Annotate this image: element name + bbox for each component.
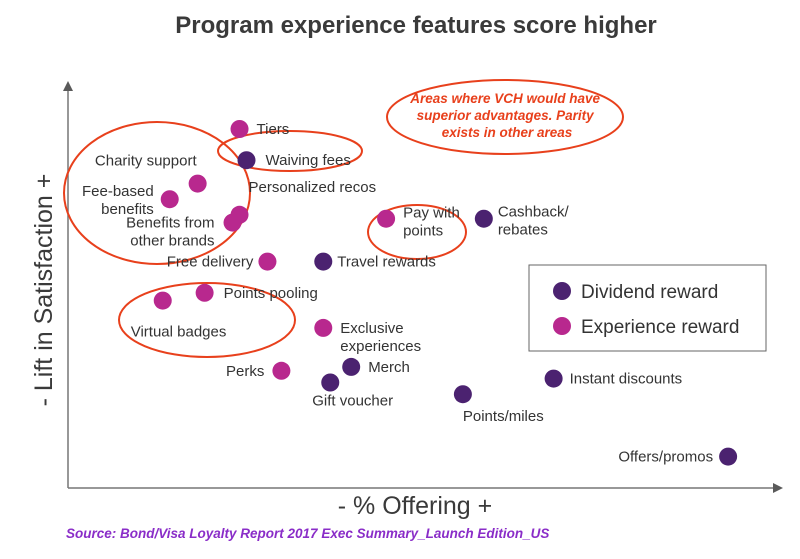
point-instant-discounts bbox=[544, 369, 563, 388]
label-gift-voucher: Gift voucher bbox=[312, 393, 393, 410]
label-personalized-recos: Personalized recos bbox=[249, 179, 377, 196]
label-fee-based-benefits: Fee-based benefits bbox=[82, 183, 154, 218]
highlight-ellipse-points-pooling bbox=[118, 282, 296, 358]
label-tiers: Tiers bbox=[257, 121, 290, 138]
point-travel-rewards bbox=[314, 252, 333, 271]
label-perks: Perks bbox=[226, 363, 264, 380]
legend-dividend-marker bbox=[553, 282, 571, 300]
label-points-pooling: Points pooling bbox=[224, 285, 318, 302]
legend: Dividend reward Experience reward bbox=[528, 264, 767, 352]
data-points bbox=[153, 120, 738, 466]
highlight-ellipse-left-cluster bbox=[63, 121, 251, 265]
point-perks bbox=[272, 361, 291, 380]
callout-text: Areas where VCH would have superior adva… bbox=[409, 91, 604, 140]
point-fee-based-benefits bbox=[160, 190, 179, 209]
chart-title: Program experience features score higher bbox=[175, 12, 657, 39]
legend-experience-label: Experience reward bbox=[581, 317, 739, 338]
label-charity-support: Charity support bbox=[95, 153, 198, 170]
x-axis-title: - % Offering + bbox=[338, 492, 492, 520]
highlight-ellipse-callout bbox=[386, 79, 624, 155]
label-travel-rewards: Travel rewards bbox=[337, 254, 436, 271]
point-gift-voucher bbox=[321, 373, 340, 392]
highlight-ellipse-pay-with-points bbox=[367, 204, 467, 260]
point-cashback-rebates bbox=[474, 209, 493, 228]
callout-line-2: superior advantages. Parity bbox=[417, 108, 596, 123]
legend-experience-marker bbox=[553, 317, 571, 335]
point-tiers bbox=[230, 120, 249, 138]
highlight-ellipses bbox=[63, 79, 624, 358]
point-free-delivery bbox=[258, 252, 277, 271]
point-offers-promos bbox=[719, 447, 738, 466]
legend-dividend-label: Dividend reward bbox=[581, 282, 718, 303]
label-waiving-fees: Waiving fees bbox=[266, 152, 351, 169]
point-points-miles bbox=[453, 385, 472, 404]
label-points-miles: Points/miles bbox=[463, 408, 544, 425]
label-exclusive-experiences: Exclusive experiences bbox=[340, 320, 421, 355]
point-pay-with-points bbox=[377, 209, 396, 228]
point-waiving-fees bbox=[237, 151, 256, 170]
label-virtual-badges: Virtual badges bbox=[131, 324, 227, 341]
highlight-ellipse-waiving-fees bbox=[217, 130, 363, 172]
label-benefits-from-other-brands: Benefits from other brands bbox=[126, 215, 214, 250]
label-cashback-rebates: Cashback/rebates bbox=[498, 204, 570, 239]
point-charity-support bbox=[188, 174, 207, 193]
callout-line-1: Areas where VCH would have bbox=[409, 91, 600, 106]
point-benefits-from-other-brands bbox=[223, 213, 242, 232]
point-merch bbox=[342, 357, 361, 376]
point-virtual-badges bbox=[153, 291, 172, 310]
callout-line-3: exists in other areas bbox=[442, 125, 573, 140]
label-merch: Merch bbox=[368, 359, 410, 376]
label-offers-promos: Offers/promos bbox=[618, 449, 713, 466]
point-points-pooling bbox=[195, 283, 214, 302]
y-axis-title: - Lift in Satisfaction + bbox=[30, 174, 58, 407]
legend-box bbox=[528, 264, 767, 352]
source-note: Source: Bond/Visa Loyalty Report 2017 Ex… bbox=[66, 526, 549, 541]
point-labels: Waiving fees Cashback/rebates Travel rewar… bbox=[82, 121, 713, 466]
point-exclusive-experiences bbox=[314, 318, 333, 337]
label-pay-with-points: Pay with points bbox=[403, 205, 460, 240]
label-free-delivery: Free delivery bbox=[167, 254, 254, 271]
label-instant-discounts: Instant discounts bbox=[570, 371, 683, 388]
